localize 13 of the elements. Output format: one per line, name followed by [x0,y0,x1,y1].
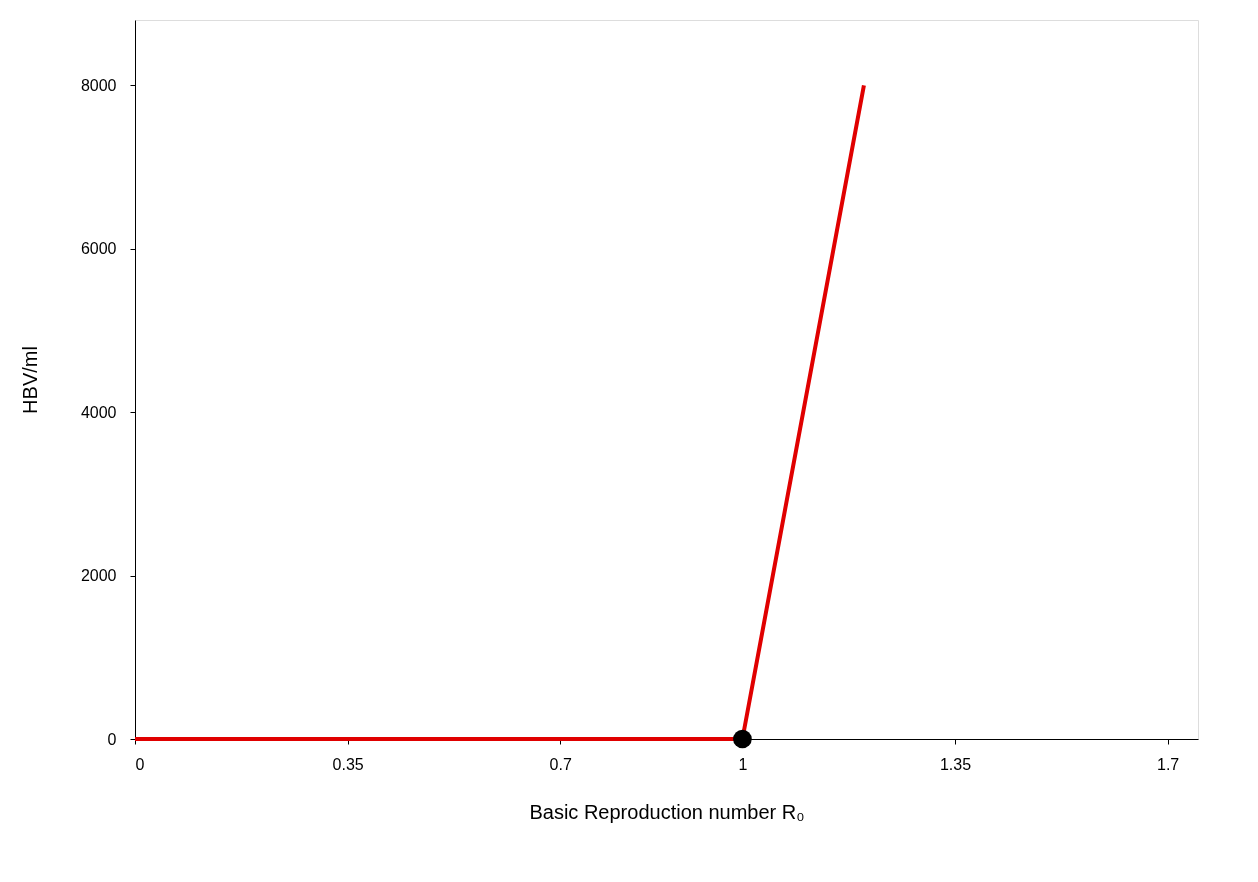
x-tick-label: 1.7 [1157,755,1180,773]
x-tick-label: 0 [135,755,145,773]
x-tick-label: 1 [738,755,748,773]
x-tick-label: 0.7 [549,755,572,773]
y-tick-label: 2000 [80,567,117,585]
x-axis-title: Basic Reproduction number R₀ [529,800,805,823]
y-tick-label: 8000 [80,76,117,94]
x-tick-label: 1.35 [939,755,972,773]
y-tick-label: 0 [107,730,117,748]
x-tick-label: 0.35 [332,755,364,773]
y-tick-label: 4000 [80,403,117,421]
y-tick-label: 6000 [80,240,117,258]
y-axis-title: HBV/ml [18,346,41,414]
